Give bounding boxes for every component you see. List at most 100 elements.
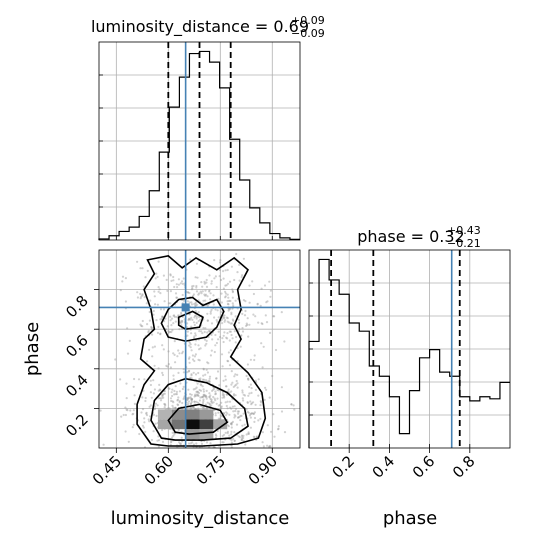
joint-scatter-point bbox=[151, 333, 154, 336]
joint-scatter-point bbox=[272, 413, 275, 416]
joint-scatter-point bbox=[245, 433, 248, 436]
joint-scatter-point bbox=[240, 334, 243, 337]
joint-scatter-point bbox=[220, 353, 224, 356]
joint-scatter-point bbox=[204, 344, 207, 347]
joint-scatter-point bbox=[190, 316, 193, 319]
joint-scatter-point bbox=[190, 406, 193, 409]
joint-scatter-point bbox=[199, 377, 202, 380]
joint-scatter-point bbox=[269, 445, 272, 448]
joint-scatter-point bbox=[234, 407, 238, 410]
joint-scatter-point bbox=[190, 398, 193, 401]
joint-scatter-point bbox=[241, 435, 244, 438]
joint-scatter-point bbox=[202, 400, 205, 403]
joint-scatter-point bbox=[218, 268, 221, 272]
joint-scatter-point bbox=[237, 416, 240, 419]
joint-scatter-point bbox=[172, 314, 175, 317]
joint-scatter-point bbox=[238, 321, 241, 324]
joint-scatter-point bbox=[127, 440, 130, 443]
joint-scatter-point bbox=[201, 378, 205, 381]
joint-scatter-point bbox=[224, 401, 227, 404]
joint-scatter-point bbox=[188, 356, 191, 359]
joint-scatter-point bbox=[234, 341, 237, 344]
joint-scatter-point bbox=[234, 384, 237, 387]
joint-scatter-point bbox=[133, 394, 136, 397]
joint-scatter-point bbox=[210, 282, 213, 285]
joint-scatter-point bbox=[192, 336, 196, 340]
joint-scatter-point bbox=[218, 384, 221, 387]
joint-scatter-point bbox=[195, 390, 198, 393]
joint-scatter-point bbox=[171, 400, 174, 403]
joint-scatter-point bbox=[248, 385, 251, 389]
joint-scatter-point bbox=[208, 330, 212, 333]
joint-scatter-point bbox=[231, 296, 234, 299]
phase-x-axis-label: phase bbox=[383, 508, 437, 529]
joint-scatter-point bbox=[190, 377, 193, 380]
joint-scatter-point bbox=[181, 320, 184, 323]
joint-scatter-point bbox=[199, 383, 202, 386]
joint-scatter-point bbox=[154, 277, 157, 280]
joint-scatter-point bbox=[173, 314, 176, 317]
joint-scatter-point bbox=[229, 349, 232, 352]
joint-scatter-point bbox=[235, 335, 238, 339]
joint-scatter-point bbox=[224, 284, 227, 287]
joint-scatter-point bbox=[187, 402, 190, 405]
joint-scatter-point bbox=[189, 258, 192, 261]
joint-scatter-point bbox=[197, 407, 200, 410]
joint-scatter-point bbox=[277, 428, 280, 431]
joint-scatter-point bbox=[182, 368, 185, 371]
joint-scatter-point bbox=[238, 279, 241, 282]
joint-scatter-point bbox=[188, 301, 191, 304]
joint-scatter-point bbox=[195, 315, 198, 318]
joint-scatter-point bbox=[149, 391, 152, 394]
joint-scatter-point bbox=[196, 303, 199, 306]
joint-scatter-point bbox=[218, 403, 221, 407]
joint-scatter-point bbox=[227, 296, 230, 299]
joint-scatter-point bbox=[222, 334, 225, 337]
joint-scatter-point bbox=[247, 432, 250, 435]
joint-scatter-point bbox=[212, 294, 215, 297]
joint-scatter-point bbox=[188, 317, 191, 320]
joint-scatter-point bbox=[157, 325, 160, 328]
joint-scatter-point bbox=[129, 409, 132, 412]
joint-scatter-point bbox=[228, 364, 232, 367]
joint-scatter-point bbox=[189, 397, 192, 400]
joint-scatter-point bbox=[209, 397, 212, 401]
joint-scatter-point bbox=[249, 383, 252, 386]
joint-scatter-point bbox=[259, 404, 262, 407]
joint-scatter-point bbox=[194, 304, 197, 307]
joint-scatter-point bbox=[247, 394, 250, 397]
joint-scatter-point bbox=[189, 343, 192, 346]
joint-scatter-point bbox=[217, 338, 220, 341]
joint-scatter-point bbox=[186, 300, 189, 303]
joint-scatter-point bbox=[245, 324, 248, 327]
joint-scatter-point bbox=[174, 393, 177, 396]
joint-scatter-point bbox=[242, 436, 245, 440]
joint-scatter-point bbox=[208, 290, 211, 293]
joint-scatter-point bbox=[205, 407, 208, 410]
joint-scatter-point bbox=[209, 354, 212, 357]
joint-scatter-point bbox=[249, 412, 252, 416]
joint-scatter-point bbox=[230, 441, 233, 444]
joint-scatter-point bbox=[247, 411, 250, 414]
luminosity-distance-quantile-lines bbox=[167, 42, 232, 240]
joint-scatter-point bbox=[188, 291, 191, 295]
joint-scatter-point bbox=[204, 395, 207, 398]
joint-scatter-point bbox=[266, 444, 269, 447]
joint-scatter-point bbox=[218, 275, 221, 278]
joint-scatter-point bbox=[204, 394, 207, 397]
joint-scatter-point bbox=[216, 429, 219, 433]
joint-scatter-point bbox=[253, 436, 256, 439]
joint-scatter-point bbox=[230, 322, 234, 325]
joint-scatter-point bbox=[155, 272, 158, 275]
joint-scatter-point bbox=[206, 361, 209, 364]
joint-scatter-point bbox=[180, 436, 183, 439]
joint-scatter-point bbox=[167, 387, 170, 390]
joint-scatter-point bbox=[228, 330, 231, 333]
joint-scatter-point bbox=[224, 375, 227, 378]
joint-scatter-point bbox=[255, 435, 258, 438]
joint-scatter-point bbox=[132, 412, 135, 415]
joint-scatter-point bbox=[212, 303, 215, 306]
joint-scatter-point bbox=[159, 389, 162, 392]
joint-scatter-point bbox=[228, 321, 231, 324]
joint-scatter-point bbox=[231, 420, 234, 423]
